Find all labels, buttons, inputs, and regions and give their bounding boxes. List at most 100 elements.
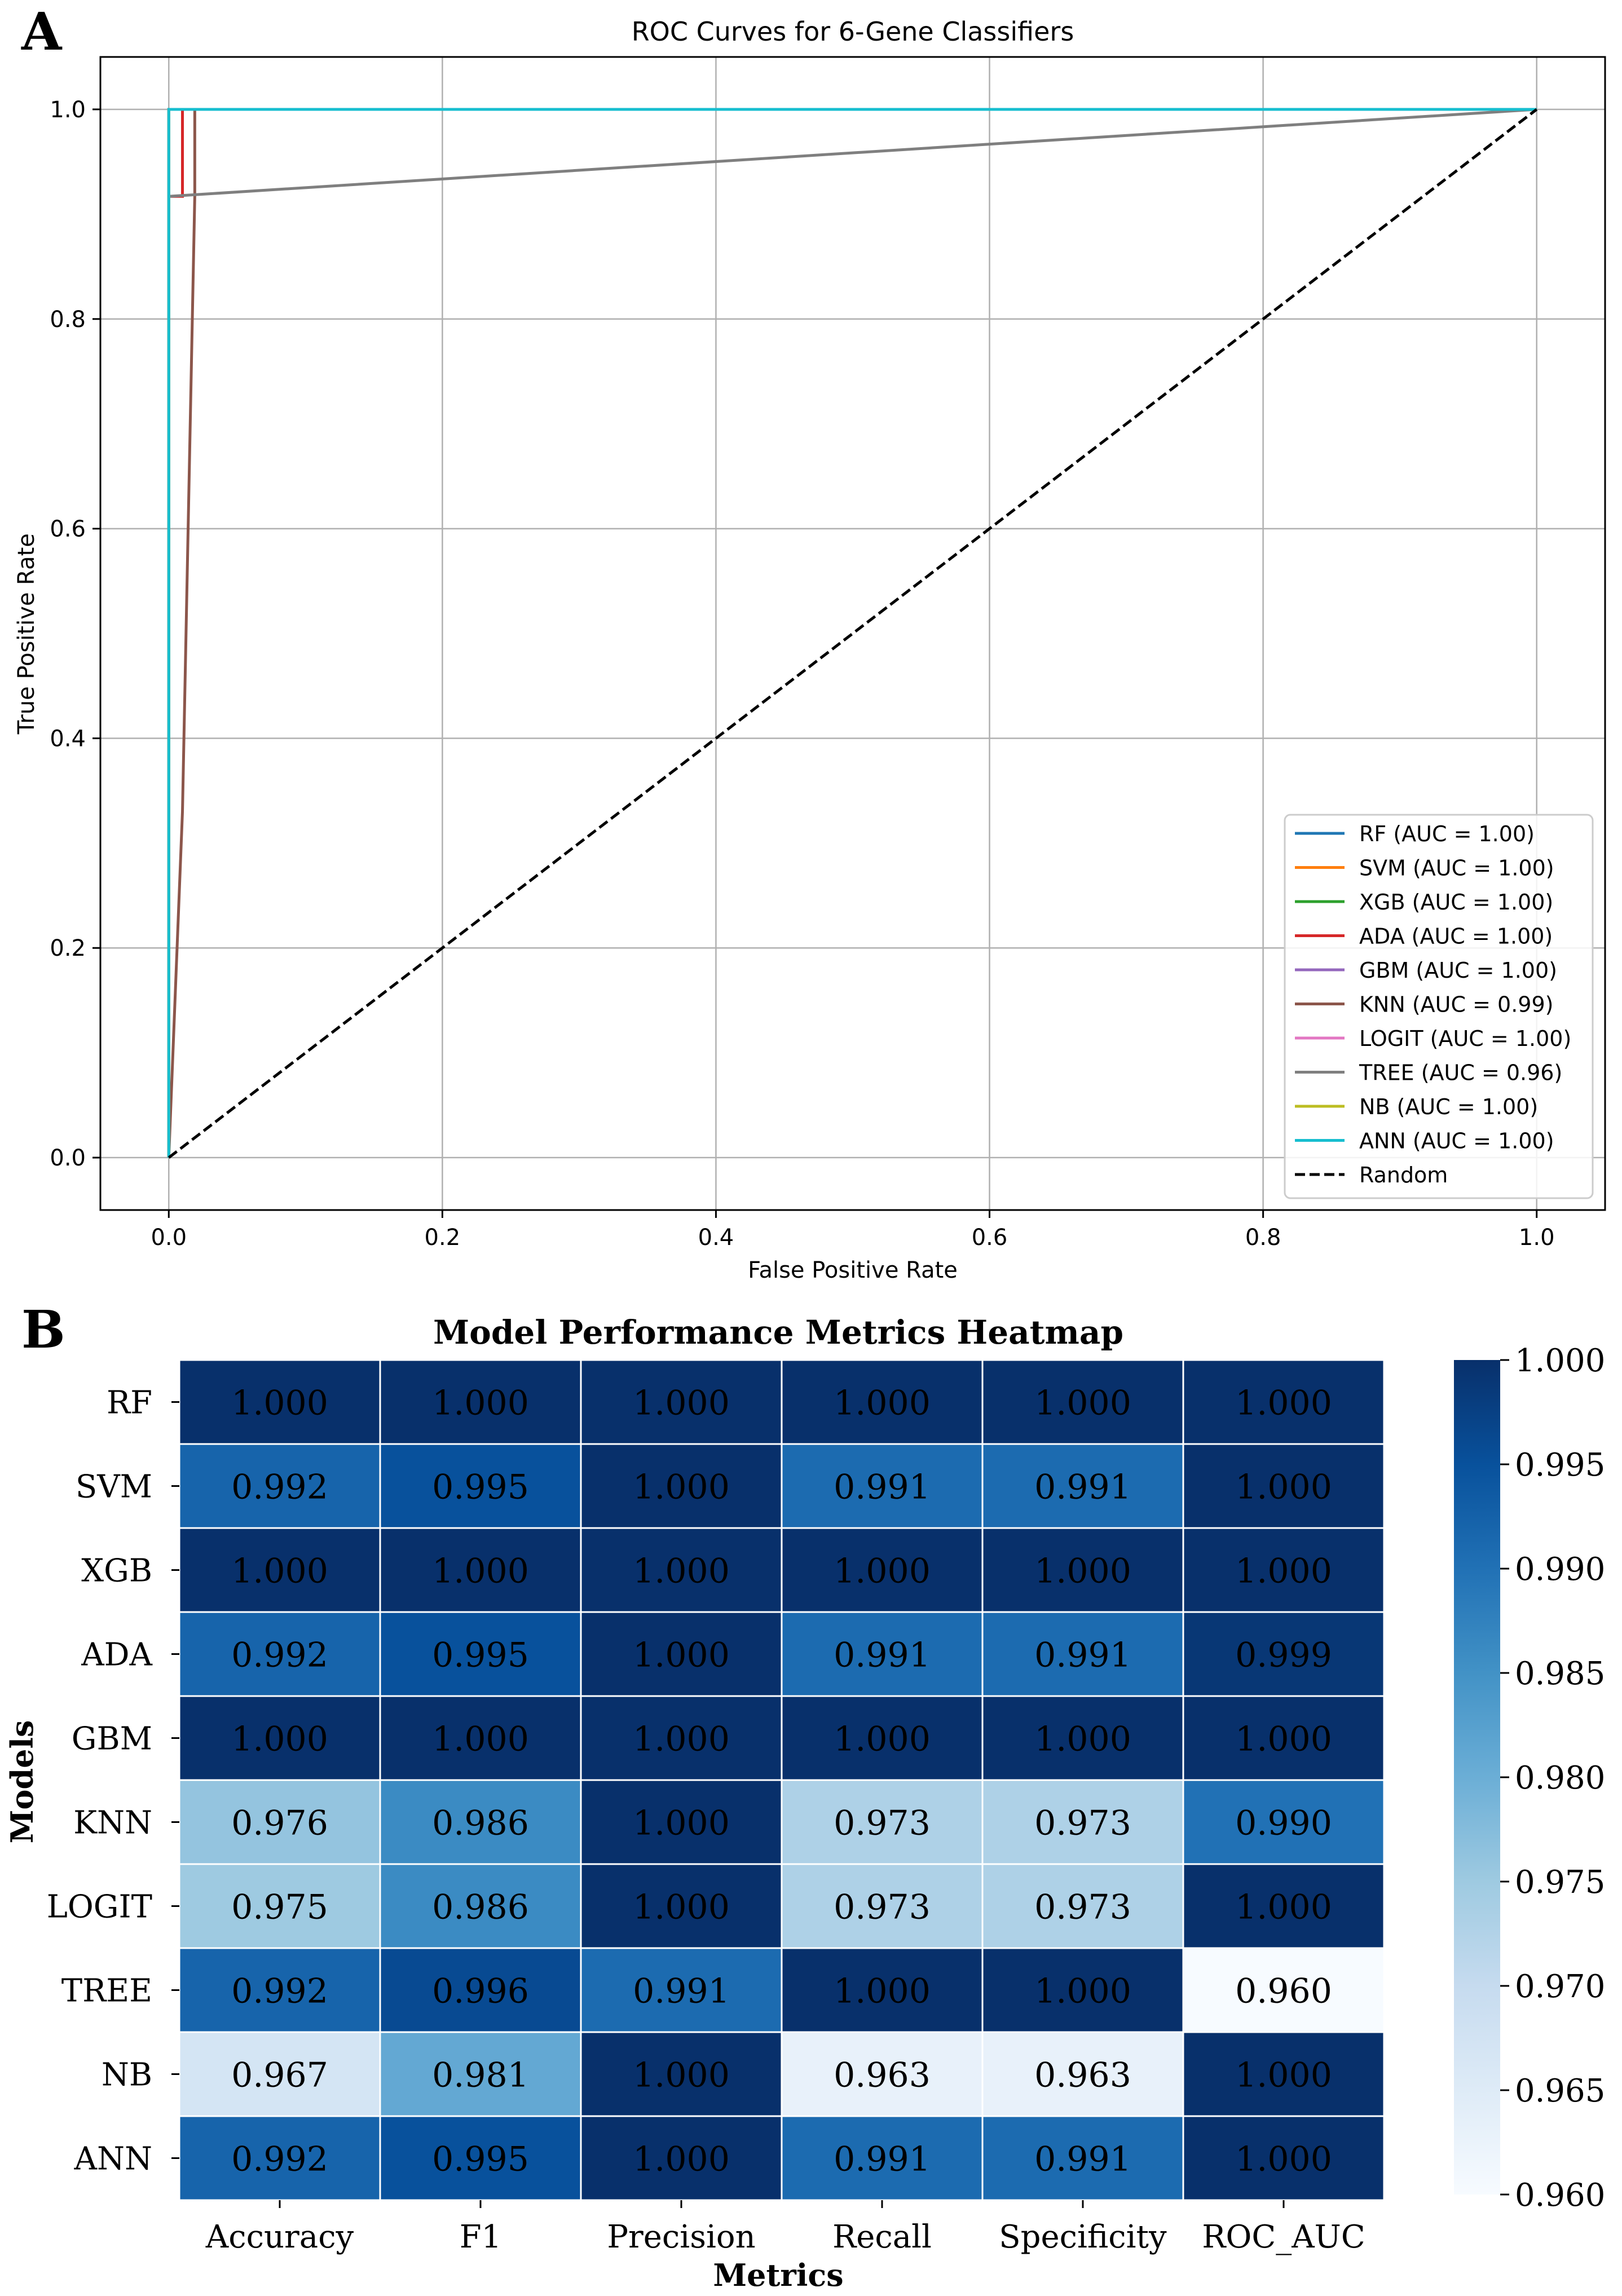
heatmap-cell xyxy=(580,1947,783,2033)
heatmap-cell xyxy=(178,1443,381,1529)
heatmap-cell xyxy=(580,1611,783,1697)
heatmap-cell xyxy=(379,1359,582,1445)
row-label: RF xyxy=(107,1385,152,1421)
heatmap-cell xyxy=(580,2031,783,2117)
legend-entry-label: Random xyxy=(1359,1163,1448,1187)
column-label: ROC_AUC xyxy=(1202,2219,1365,2255)
heatmap-cell xyxy=(981,1611,1184,1697)
heatmap-cell-value: 0.973 xyxy=(1034,1888,1131,1927)
heatmap-cell xyxy=(781,1359,984,1445)
roc-curve-ann xyxy=(167,108,1537,1158)
legend-frame xyxy=(1284,814,1594,1199)
roc-y-ticks: 0.0 0.2 0.4 0.6 0.8 1.0 xyxy=(50,97,100,1171)
heatmap-cell xyxy=(1182,1359,1385,1445)
heatmap-cell xyxy=(781,1695,984,1781)
colorbar-tick-label: 0.985 xyxy=(1515,1655,1605,1692)
heatmap-cell-value: 0.995 xyxy=(432,1468,529,1507)
heatmap-cell-value: 0.967 xyxy=(231,2056,328,2095)
heatmap-cell-value: 0.963 xyxy=(1034,2056,1131,2095)
heatmap-cell-value: 0.981 xyxy=(432,2056,529,2095)
colorbar-tick-label: 0.970 xyxy=(1515,1968,1605,2005)
row-label: ANN xyxy=(74,2141,152,2178)
colorbar-tick-label: 0.975 xyxy=(1515,1864,1605,1901)
heatmap-cell-value: 1.000 xyxy=(1034,1384,1131,1423)
heatmap-cell-value: 0.991 xyxy=(633,1972,730,2011)
column-label: F1 xyxy=(460,2219,501,2255)
heatmap-cell xyxy=(1182,1947,1385,2033)
legend-entry-label: RF (AUC = 1.00) xyxy=(1359,822,1535,846)
heatmap-cell xyxy=(1182,2031,1385,2117)
heatmap-row-labels: RF SVM XGB ADA GBM KNN LOGIT TREE NB ANN xyxy=(47,1385,179,2178)
heatmap-cell-value: 0.991 xyxy=(834,1636,931,1675)
heatmap-cell xyxy=(580,1695,783,1781)
heatmap-cell-value: 1.000 xyxy=(231,1552,328,1591)
heatmap-cell xyxy=(981,1779,1184,1865)
heatmap-cell xyxy=(981,2031,1184,2117)
roc-legend: RF (AUC = 1.00) SVM (AUC = 1.00) XGB (AUC … xyxy=(1284,814,1594,1199)
row-label: GBM xyxy=(72,1721,152,1758)
heatmap-cell-value: 1.000 xyxy=(1235,1720,1332,1759)
heatmap-cell-value: 0.991 xyxy=(834,1468,931,1507)
heatmap-cell-value: 1.000 xyxy=(1235,1888,1332,1927)
roc-curves xyxy=(167,108,1538,1159)
heatmap-cell-value: 0.986 xyxy=(432,1804,529,1843)
heatmap-cell-value: 1.000 xyxy=(633,1384,730,1423)
legend-entry-label: TREE (AUC = 0.96) xyxy=(1359,1061,1562,1085)
heatmap-y-axis-label: Models xyxy=(4,1720,40,1844)
heatmap-cell-value: 0.992 xyxy=(231,2140,328,2179)
heatmap-cell-value: 1.000 xyxy=(633,2056,730,2095)
heatmap-cells: 1.000 1.000 1.000 1.000 1.000 1.000 0.992 0.995… xyxy=(178,1359,1385,2201)
row-label: KNN xyxy=(73,1805,152,1842)
column-label: Specificity xyxy=(999,2219,1167,2255)
legend-entry-label: XGB (AUC = 1.00) xyxy=(1359,890,1553,915)
heatmap-cell xyxy=(379,1443,582,1529)
heatmap-cell-value: 0.963 xyxy=(834,2056,931,2095)
heatmap-cell-value: 1.000 xyxy=(1235,2140,1332,2179)
heatmap-cell-value: 1.000 xyxy=(834,1384,931,1423)
heatmap-cell xyxy=(981,1863,1184,1949)
colorbar-ticks: 1.000 0.995 0.990 0.985 0.980 0.975 0.970 0.965… xyxy=(1500,1343,1605,2214)
heatmap-cell-value: 0.976 xyxy=(231,1804,328,1843)
heatmap-cell-value: 0.973 xyxy=(1034,1804,1131,1843)
heatmap-cell xyxy=(1182,1863,1385,1949)
heatmap-cell-value: 1.000 xyxy=(432,1384,529,1423)
legend-entry-label: GBM (AUC = 1.00) xyxy=(1359,958,1557,983)
roc-panel: A ROC Curves for 6-Gene Classifiers 0.0 0… xyxy=(14,1,1606,1283)
row-label: ADA xyxy=(81,1637,152,1674)
legend-entry-label: ANN (AUC = 1.00) xyxy=(1359,1129,1554,1154)
panel-a-label: A xyxy=(21,1,63,62)
heatmap-cell xyxy=(178,1947,381,2033)
heatmap-cell-value: 0.991 xyxy=(1034,1636,1131,1675)
row-label: NB xyxy=(102,2057,152,2094)
heatmap-cell-value: 1.000 xyxy=(1235,2056,1332,2095)
heatmap-cell-value: 0.991 xyxy=(1034,1468,1131,1507)
y-tick-label: 0.0 xyxy=(50,1145,86,1171)
heatmap-panel: B Model Performance Metrics Heatmap 1.00… xyxy=(4,1299,1605,2293)
heatmap-cell-value: 0.960 xyxy=(1235,1972,1332,2011)
heatmap-cell xyxy=(178,1863,381,1949)
legend-entry-label: KNN (AUC = 0.99) xyxy=(1359,992,1553,1017)
heatmap-cell-value: 0.992 xyxy=(231,1972,328,2011)
x-tick-label: 1.0 xyxy=(1519,1225,1555,1251)
y-tick-label: 0.8 xyxy=(50,307,86,333)
colorbar: 1.000 0.995 0.990 0.985 0.980 0.975 0.970 0.965… xyxy=(1454,1343,1605,2214)
heatmap-cell-value: 1.000 xyxy=(1235,1468,1332,1507)
heatmap-cell xyxy=(379,1611,582,1697)
heatmap-cell xyxy=(1182,1527,1385,1613)
heatmap-cell xyxy=(981,1947,1184,2033)
column-label: Recall xyxy=(832,2219,932,2255)
heatmap-cell-value: 1.000 xyxy=(834,1972,931,2011)
row-label: SVM xyxy=(76,1469,152,1505)
legend-entry-label: SVM (AUC = 1.00) xyxy=(1359,856,1554,881)
heatmap-cell-value: 1.000 xyxy=(432,1720,529,1759)
heatmap-cell-value: 1.000 xyxy=(432,1552,529,1591)
heatmap-cell xyxy=(781,1527,984,1613)
heatmap-cell-value: 0.992 xyxy=(231,1468,328,1507)
heatmap-x-axis-label: Metrics xyxy=(713,2257,843,2293)
colorbar-gradient xyxy=(1454,1360,1500,2195)
roc-title: ROC Curves for 6-Gene Classifiers xyxy=(632,16,1074,47)
heatmap-cell xyxy=(781,1863,984,1949)
heatmap-cell xyxy=(379,2115,582,2201)
heatmap-cell xyxy=(580,1863,783,1949)
heatmap-cell-value: 1.000 xyxy=(1235,1384,1332,1423)
